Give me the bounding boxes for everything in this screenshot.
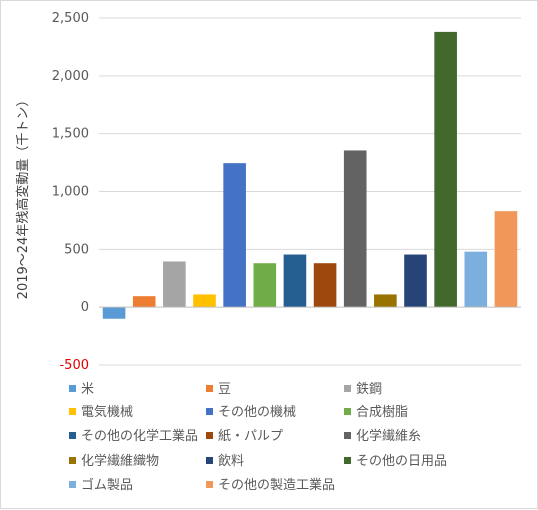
legend-swatch <box>206 481 213 488</box>
legend-swatch <box>206 432 213 439</box>
legend-label: 鉄鋼 <box>356 382 382 397</box>
legend-swatch <box>344 408 351 415</box>
y-axis-ticks: 2,500 2,000 1,500 1,000 500 0 -500 <box>52 11 89 373</box>
bar <box>313 263 337 308</box>
legend-label: 豆 <box>218 382 231 397</box>
legend-swatch <box>206 408 213 415</box>
y-tick-label: 1,500 <box>52 127 89 142</box>
y-tick-label: 500 <box>64 242 89 257</box>
legend-swatch <box>69 408 76 415</box>
legend-label: 米 <box>81 382 94 397</box>
bar <box>404 254 427 308</box>
y-tick-label: 0 <box>81 300 89 315</box>
legend-label: 合成樹脂 <box>356 405 408 420</box>
legend-swatch <box>344 457 351 464</box>
legend-swatch <box>69 481 76 488</box>
legend-swatch <box>206 385 213 392</box>
bar <box>193 294 216 308</box>
y-axis-label: 2019～24年残高変動量（千トン） <box>15 94 31 300</box>
legend-label: 電気機械 <box>81 404 133 420</box>
bar <box>343 150 367 308</box>
bar <box>223 163 246 308</box>
legend-swatch <box>69 385 76 392</box>
bar <box>494 211 518 308</box>
legend-label: その他の機械 <box>218 405 296 420</box>
legend-swatch <box>69 432 76 439</box>
legend-swatch <box>69 457 76 464</box>
legend-label: 化学繊維織物 <box>81 453 159 469</box>
bar <box>102 307 126 319</box>
legend-label: ゴム製品 <box>81 477 133 493</box>
bar <box>434 31 457 308</box>
y-tick-label: 1,000 <box>52 185 89 200</box>
legend-swatch <box>206 457 213 464</box>
legend-label: 紙・パルプ <box>218 429 283 444</box>
bar <box>253 263 277 308</box>
bars <box>102 31 518 319</box>
bar <box>132 296 156 308</box>
bar <box>163 261 186 308</box>
bar <box>283 254 307 308</box>
y-tick-label: 2,500 <box>52 11 89 26</box>
legend-swatch <box>344 385 351 392</box>
bar <box>374 294 397 308</box>
legend-label: その他の日用品 <box>356 454 447 469</box>
legend-label: その他の製造工業品 <box>218 477 335 493</box>
bar <box>464 251 488 308</box>
legend-swatch <box>344 432 351 439</box>
y-tick-label: 2,000 <box>52 69 89 84</box>
legend-label: 化学繊維糸 <box>356 428 421 444</box>
legend-label: その他の化学工業品 <box>81 428 198 444</box>
y-tick-label: -500 <box>59 358 89 373</box>
gridlines <box>99 17 521 366</box>
legend-label: 飲料 <box>218 453 244 469</box>
